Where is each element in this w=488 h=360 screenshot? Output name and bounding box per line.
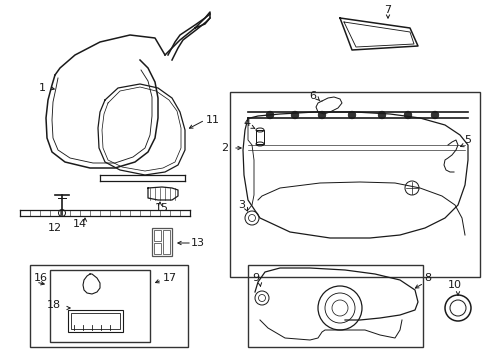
- Text: 2: 2: [221, 143, 228, 153]
- Bar: [154, 243, 161, 254]
- Text: 5: 5: [464, 135, 470, 145]
- Circle shape: [347, 111, 355, 119]
- Circle shape: [430, 111, 438, 119]
- Text: 6: 6: [309, 91, 316, 101]
- Bar: [30, 265, 187, 347]
- Circle shape: [291, 111, 298, 119]
- Bar: [256, 130, 264, 144]
- Text: 17: 17: [163, 273, 177, 283]
- Bar: [68, 310, 123, 332]
- Text: 18: 18: [47, 300, 61, 310]
- Bar: [247, 265, 422, 347]
- Text: 14: 14: [73, 219, 87, 229]
- Text: 4: 4: [243, 118, 250, 128]
- Bar: [229, 92, 479, 277]
- Text: 9: 9: [252, 273, 259, 283]
- Text: 1: 1: [39, 83, 45, 93]
- Text: 10: 10: [447, 280, 461, 290]
- Circle shape: [377, 111, 385, 119]
- Text: 7: 7: [384, 5, 391, 15]
- Bar: [163, 230, 170, 254]
- Text: 13: 13: [191, 238, 204, 248]
- Circle shape: [404, 111, 411, 119]
- Bar: [71, 313, 120, 329]
- Bar: [50, 270, 150, 342]
- Text: 16: 16: [34, 273, 48, 283]
- Text: 3: 3: [238, 200, 245, 210]
- Text: 12: 12: [48, 223, 62, 233]
- Circle shape: [318, 111, 325, 119]
- Bar: [154, 230, 161, 241]
- Text: 8: 8: [424, 273, 431, 283]
- Text: 11: 11: [205, 115, 220, 125]
- Circle shape: [265, 111, 273, 119]
- Bar: [152, 228, 172, 256]
- Text: 15: 15: [155, 203, 169, 213]
